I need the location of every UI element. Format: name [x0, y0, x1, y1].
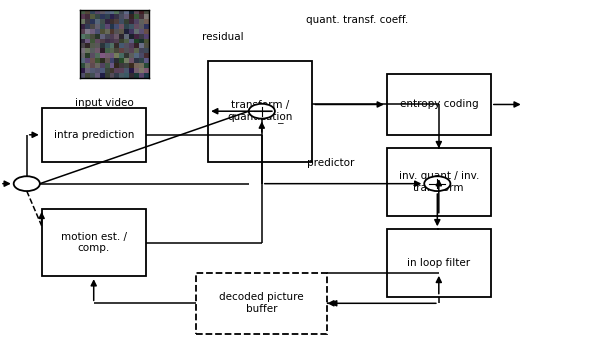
Bar	[42, 108, 146, 162]
Circle shape	[424, 176, 450, 191]
Text: decoded picture
buffer: decoded picture buffer	[220, 293, 304, 314]
Text: input video: input video	[75, 98, 133, 108]
Text: transform /
quantization: transform / quantization	[228, 100, 293, 122]
Text: motion est. /
comp.: motion est. / comp.	[61, 232, 127, 253]
Text: −: −	[276, 119, 284, 128]
Bar	[387, 74, 491, 135]
Bar	[208, 61, 312, 162]
Text: intra prediction: intra prediction	[54, 130, 134, 140]
Bar	[42, 209, 146, 276]
Circle shape	[249, 104, 275, 119]
Bar	[196, 273, 327, 334]
Text: entropy coding: entropy coding	[399, 99, 478, 110]
Bar	[387, 229, 491, 297]
Text: predictor: predictor	[306, 158, 354, 168]
Text: residual: residual	[202, 32, 244, 42]
Text: quant. transf. coeff.: quant. transf. coeff.	[306, 15, 408, 25]
Circle shape	[14, 176, 40, 191]
Text: in loop filter: in loop filter	[407, 258, 471, 268]
Bar	[387, 148, 491, 216]
Text: inv. quant / inv.
transform: inv. quant / inv. transform	[399, 171, 479, 193]
